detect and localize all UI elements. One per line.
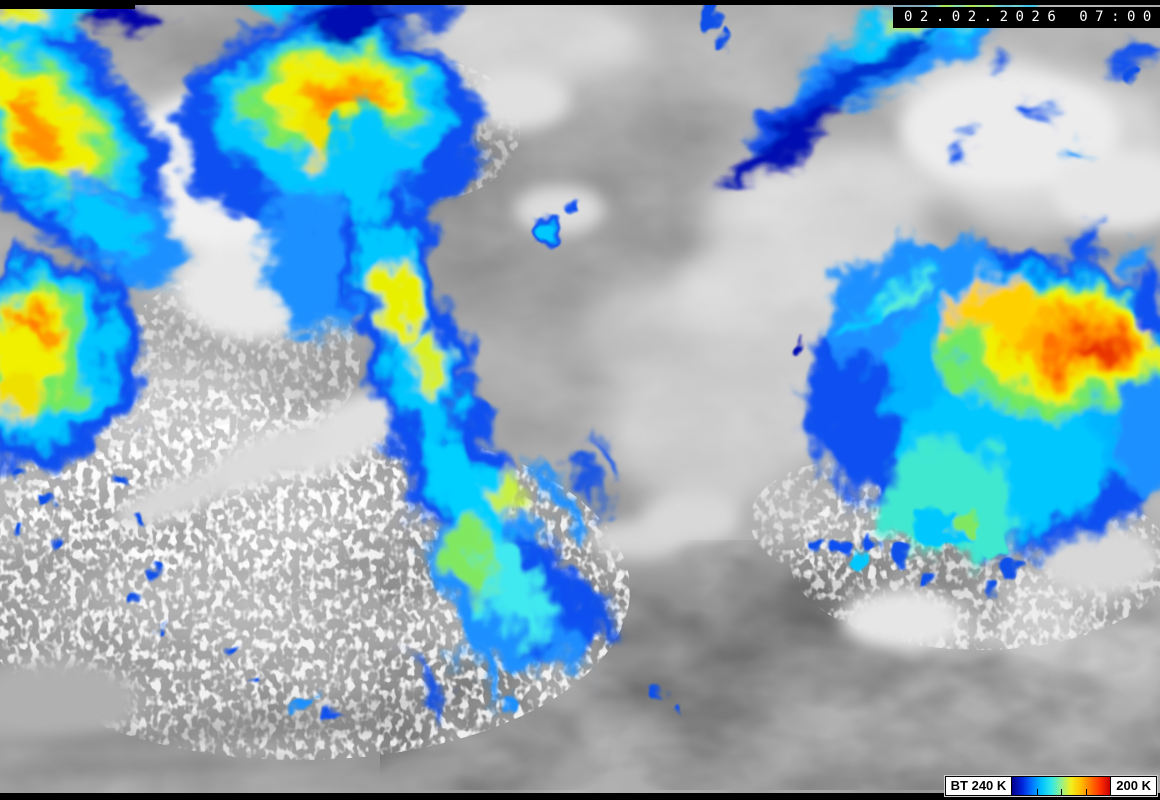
colorbar-tick	[1036, 789, 1038, 795]
bottom-border-strip	[0, 793, 1160, 800]
storm-system-northwest-band	[0, 0, 180, 290]
storm-system-east	[805, 235, 1160, 555]
colorbar-legend: BT 240 K 200 K	[944, 776, 1157, 796]
storm-system-west	[0, 250, 142, 470]
top-left-border-strip	[0, 0, 135, 9]
frontal-band-central	[329, 110, 629, 724]
colorbar-gradient	[1011, 777, 1112, 795]
legend-min-label: BT 240 K	[950, 778, 1007, 793]
legend-max-label: 200 K	[1116, 778, 1151, 793]
scattered-cold-specks	[10, 0, 1136, 721]
colorbar-tick	[1061, 789, 1063, 795]
timestamp-overlay: 02.02.2026 07:00	[893, 7, 1160, 28]
top-border-strip	[0, 0, 1160, 5]
colorbar-tick	[1085, 789, 1087, 795]
sea-streaks	[0, 696, 470, 774]
